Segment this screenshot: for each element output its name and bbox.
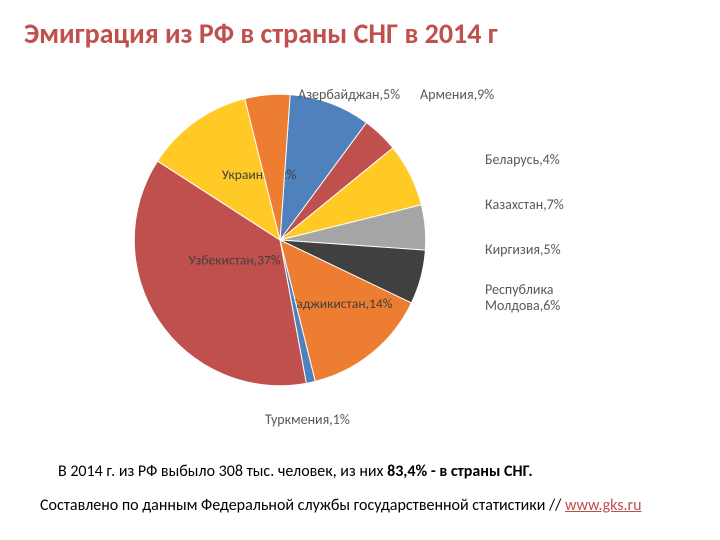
slice-label: Республика Молдова,6% bbox=[485, 282, 560, 314]
source-link[interactable]: www.gks.ru bbox=[565, 496, 642, 515]
slice-label: Казахстан,7% bbox=[485, 197, 564, 213]
slice-label: Азербайджан,5% bbox=[298, 87, 400, 103]
slice-label: Беларусь,4% bbox=[485, 152, 560, 168]
slice-label: Киргизия,5% bbox=[485, 242, 561, 258]
caption-summary-bold: 83,4% - в страны СНГ. bbox=[387, 462, 533, 481]
slice-label: Узбекистан,37% bbox=[189, 251, 281, 268]
page-title: Эмиграция из РФ в страны СНГ в 2014 г bbox=[24, 16, 498, 51]
caption-source: Составлено по данным Федеральной службы … bbox=[40, 496, 642, 515]
caption-source-text: Составлено по данным Федеральной службы … bbox=[40, 496, 565, 515]
caption-summary: В 2014 г. из РФ выбыло 308 тыс. человек,… bbox=[58, 462, 533, 481]
slice-label: Армения,9% bbox=[420, 87, 494, 103]
slice-label: Туркмения,1% bbox=[265, 412, 350, 428]
caption-summary-text: В 2014 г. из РФ выбыло 308 тыс. человек,… bbox=[58, 462, 387, 481]
pie-chart: Таджикистан,14%Узбекистан,37%Украина,12% bbox=[110, 70, 450, 410]
slice-label: Таджикистан,14% bbox=[291, 295, 393, 312]
